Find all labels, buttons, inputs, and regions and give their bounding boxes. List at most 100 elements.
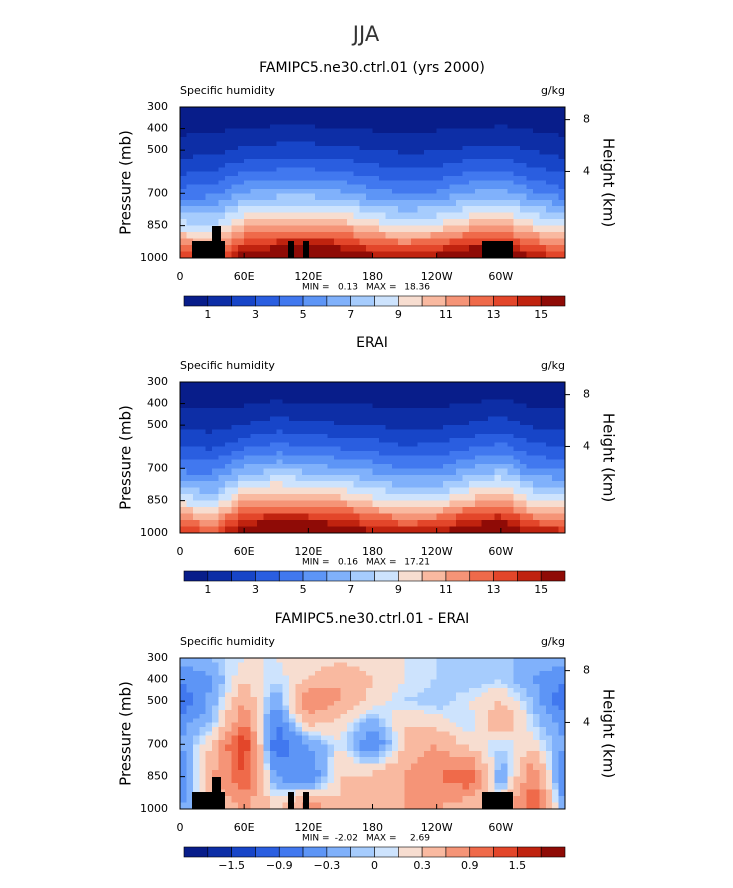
- field-cell: [411, 212, 419, 220]
- field-cell: [334, 119, 342, 125]
- field-cell: [301, 494, 309, 502]
- field-cell: [436, 390, 444, 396]
- field-cell: [417, 739, 425, 745]
- field-cell: [539, 412, 547, 418]
- field-cell: [385, 507, 393, 515]
- field-cell: [192, 115, 200, 121]
- field-cell: [192, 701, 200, 707]
- field-cell: [301, 696, 309, 702]
- field-cell: [205, 696, 213, 702]
- field-cell: [359, 438, 367, 443]
- field-cell: [545, 232, 553, 240]
- field-cell: [455, 128, 463, 134]
- field-cell: [507, 394, 515, 400]
- field-cell: [411, 193, 419, 201]
- field-cell: [462, 429, 470, 435]
- field-cell: [481, 193, 489, 201]
- field-cell: [500, 494, 508, 502]
- field-cell: [488, 731, 496, 737]
- field-cell: [276, 666, 284, 672]
- field-cell: [212, 731, 220, 737]
- field-cell: [455, 513, 463, 521]
- field-cell: [321, 500, 329, 508]
- field-cell: [545, 481, 553, 489]
- field-cell: [237, 167, 245, 173]
- field-cell: [558, 526, 566, 534]
- field-cell: [186, 150, 194, 156]
- field-cell: [346, 688, 354, 694]
- field-cell: [372, 115, 380, 121]
- field-cell: [224, 739, 232, 745]
- field-cell: [398, 487, 406, 495]
- field-cell: [526, 206, 534, 214]
- field-cell: [314, 714, 322, 719]
- field-cell: [295, 459, 303, 465]
- field-cell: [481, 425, 489, 431]
- field-cell: [180, 494, 188, 502]
- field-cell: [481, 500, 489, 508]
- field-cell: [224, 500, 232, 508]
- field-cell: [180, 124, 188, 130]
- field-cell: [526, 128, 534, 134]
- field-cell: [295, 107, 303, 112]
- field-cell: [353, 670, 361, 676]
- field-cell: [308, 232, 316, 240]
- field-cell: [250, 463, 258, 469]
- field-cell: [282, 739, 290, 745]
- field-cell: [327, 412, 335, 418]
- field-cell: [308, 425, 316, 431]
- field-cell: [443, 735, 451, 741]
- field-cell: [481, 137, 489, 143]
- field-cell: [257, 245, 265, 253]
- field-cell: [449, 425, 457, 431]
- field-cell: [372, 132, 380, 138]
- field-cell: [552, 193, 560, 201]
- field-cell: [205, 212, 213, 220]
- x-tick-label: 120W: [421, 545, 453, 558]
- field-cell: [417, 705, 425, 711]
- field-cell: [488, 199, 496, 207]
- field-cell: [391, 390, 399, 396]
- field-cell: [385, 468, 393, 476]
- field-cell: [314, 416, 322, 422]
- field-cell: [218, 701, 226, 707]
- field-cell: [417, 520, 425, 528]
- field-cell: [443, 714, 451, 719]
- field-cell: [507, 507, 515, 515]
- field-cell: [212, 481, 220, 489]
- field-cell: [327, 206, 335, 214]
- field-cell: [186, 119, 194, 125]
- field-cell: [192, 750, 200, 758]
- field-cell: [455, 722, 463, 728]
- field-cell: [250, 446, 258, 452]
- field-cell: [263, 658, 271, 663]
- field-cell: [443, 158, 451, 164]
- field-cell: [378, 188, 386, 194]
- field-cell: [417, 500, 425, 508]
- field-cell: [378, 399, 386, 405]
- field-cell: [321, 111, 329, 117]
- field-cell: [269, 128, 277, 134]
- field-cell: [186, 212, 194, 220]
- field-cell: [417, 429, 425, 435]
- field-cell: [532, 145, 540, 151]
- field-cell: [455, 675, 463, 681]
- field-cell: [231, 709, 239, 715]
- field-cell: [507, 662, 515, 668]
- field-cell: [224, 526, 232, 534]
- field-cell: [385, 245, 393, 253]
- field-cell: [327, 526, 335, 534]
- field-cell: [199, 386, 207, 392]
- field-cell: [411, 145, 419, 151]
- field-cell: [526, 494, 534, 502]
- field-cell: [430, 433, 438, 439]
- field-cell: [289, 718, 297, 724]
- field-cell: [513, 154, 521, 160]
- field-cell: [552, 184, 560, 190]
- field-cell: [269, 675, 277, 681]
- field-cell: [398, 722, 406, 728]
- field-cell: [513, 145, 521, 151]
- field-cell: [500, 429, 508, 435]
- field-cell: [180, 141, 188, 147]
- field-cell: [244, 474, 252, 482]
